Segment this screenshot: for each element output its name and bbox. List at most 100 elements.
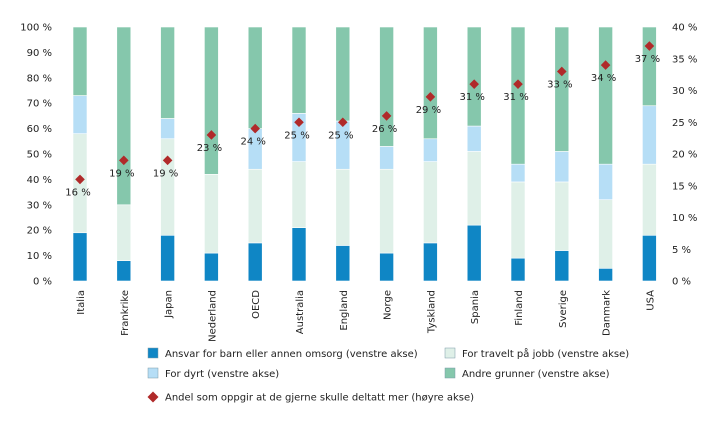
- bar-segment: [466, 151, 482, 226]
- bar-segment: [72, 232, 88, 282]
- data-marker: [425, 92, 436, 102]
- left-tick-label: 0 %: [33, 277, 52, 288]
- data-label: 19 %: [109, 168, 134, 179]
- bar-segment: [642, 234, 657, 282]
- bar-segment: [160, 234, 175, 282]
- data-label: 37 %: [635, 54, 660, 65]
- left-tick-label: 10 %: [27, 251, 52, 262]
- bar-segment: [423, 26, 438, 140]
- right-tick-label: 20 %: [672, 150, 697, 161]
- bar-segment: [160, 26, 175, 119]
- data-marker: [294, 117, 304, 128]
- right-tick-label: 10 %: [672, 213, 697, 224]
- left-tick-label: 40 %: [27, 175, 52, 186]
- category-label: Norge: [383, 290, 394, 320]
- bar-segment: [116, 204, 132, 261]
- left-tick-label: 30 %: [27, 200, 52, 211]
- bar-segment: [379, 146, 394, 170]
- left-tick-label: 70 %: [27, 99, 52, 110]
- bar-segment: [335, 245, 351, 282]
- category-label: Spania: [470, 290, 481, 324]
- data-label: 34 %: [591, 73, 616, 84]
- right-tick-label: 0 %: [672, 277, 691, 288]
- bar-segment: [642, 105, 657, 165]
- legend: Ansvar for barn eller annen omsorg (vens…: [147, 347, 629, 404]
- category-label: England: [339, 290, 350, 331]
- data-label: 24 %: [240, 137, 265, 148]
- data-label: 29 %: [416, 105, 441, 116]
- bar-segment: [554, 250, 570, 282]
- bar-segment: [291, 26, 307, 114]
- bar-segment: [510, 163, 526, 183]
- legend-marker: [147, 391, 159, 403]
- bar-segment: [466, 26, 482, 127]
- bar-segment: [379, 168, 394, 254]
- bar-segment: [554, 181, 570, 251]
- bar-segment: [466, 125, 482, 152]
- data-marker: [469, 79, 479, 89]
- bar-segment: [247, 168, 263, 244]
- data-marker: [119, 155, 129, 166]
- data-label: 25 %: [328, 130, 353, 141]
- data-marker: [557, 66, 567, 77]
- bar-segment: [379, 252, 394, 282]
- bar-segment: [510, 26, 526, 165]
- right-tick-label: 40 %: [672, 23, 697, 34]
- bar-segment: [510, 257, 526, 282]
- data-marker: [644, 41, 655, 51]
- data-marker: [250, 123, 260, 134]
- left-tick-label: 60 %: [27, 124, 52, 135]
- data-label: 31 %: [459, 92, 484, 103]
- bar-segment: [204, 26, 219, 175]
- legend-label: For dyrt (venstre akse): [165, 369, 279, 380]
- data-marker: [600, 60, 611, 70]
- data-label: 26 %: [372, 124, 397, 135]
- bar-segment: [247, 128, 263, 170]
- data-label: 33 %: [547, 79, 572, 90]
- data-label: 19 %: [153, 168, 178, 179]
- right-tick-label: 5 %: [672, 245, 691, 256]
- category-label: Nederland: [207, 290, 218, 342]
- bar-segment: [160, 118, 175, 140]
- category-label: Italia: [76, 290, 87, 315]
- bar-segment: [291, 161, 307, 228]
- bar-segment: [160, 138, 175, 236]
- bar-segment: [642, 163, 657, 236]
- data-marker: [162, 155, 173, 166]
- bar-segment: [466, 224, 482, 282]
- bar-segment: [554, 26, 570, 152]
- bars: [72, 26, 657, 282]
- bar-segment: [598, 267, 613, 282]
- legend-label: Ansvar for barn eller annen omsorg (vens…: [165, 349, 418, 360]
- category-label: OECD: [251, 290, 262, 319]
- left-tick-label: 20 %: [27, 226, 52, 237]
- category-labels: Italia Frankrike Japan Nederland OECD Austral…: [76, 290, 656, 342]
- category-label: USA: [645, 290, 656, 311]
- bar-segment: [642, 26, 657, 107]
- markers: 16 % 19 % 19 % 23 % 24 % 25 % 25 % 26 % 29 % 31 %…: [65, 41, 660, 198]
- category-label: Japan: [164, 290, 175, 319]
- legend-label: Andel som oppgir at de gjerne skulle del…: [165, 393, 474, 404]
- legend-swatch: [444, 367, 456, 379]
- category-label: Tyskland: [426, 290, 437, 334]
- legend-swatch: [444, 347, 456, 359]
- right-tick-label: 30 %: [672, 86, 697, 97]
- bar-segment: [510, 181, 526, 259]
- legend-swatch: [147, 367, 159, 379]
- data-marker: [381, 111, 392, 121]
- data-label: 31 %: [503, 92, 528, 103]
- right-tick-label: 35 %: [672, 54, 697, 65]
- legend-swatch: [147, 347, 159, 359]
- data-label: 16 %: [65, 187, 90, 198]
- bar-segment: [598, 163, 613, 201]
- bar-segment: [423, 138, 438, 162]
- bar-segment: [554, 151, 570, 183]
- left-tick-label: 80 %: [27, 73, 52, 84]
- bar-segment: [423, 161, 438, 244]
- left-tick-label: 100 %: [20, 23, 52, 34]
- bar-segment: [116, 260, 132, 282]
- category-label: Australia: [295, 290, 306, 334]
- legend-label: Andre grunner (venstre akse): [462, 369, 610, 380]
- data-marker: [206, 130, 217, 140]
